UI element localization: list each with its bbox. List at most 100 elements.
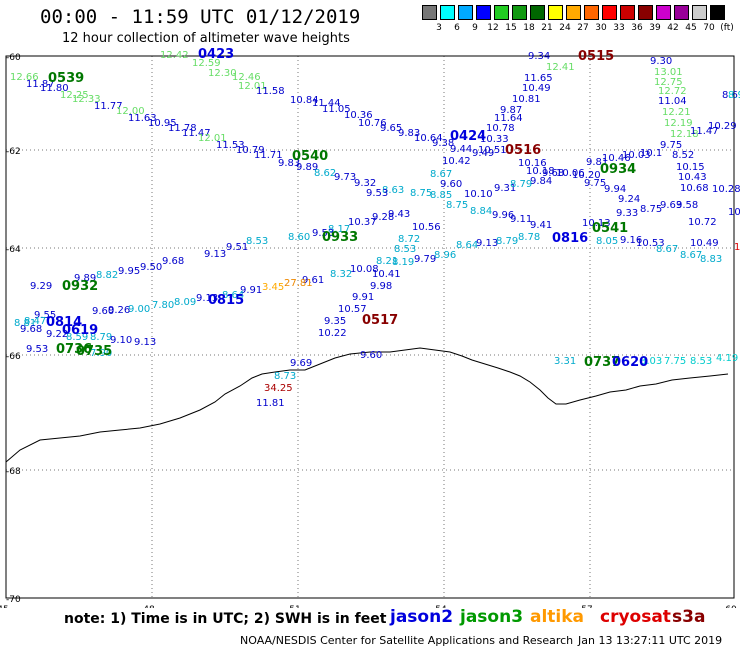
scale-swatch [620, 5, 635, 20]
wave-height-value: 9.13 [204, 249, 226, 260]
satellite-legend-altika: altika [530, 607, 585, 627]
wave-height-value: 8.96 [434, 250, 456, 261]
wave-height-value: 9.50 [140, 262, 162, 273]
scale-swatch [656, 5, 671, 20]
wave-height-value: 8.53 [690, 356, 712, 367]
map-frame [5, 55, 735, 599]
pass-time-label: 0933 [322, 230, 358, 245]
wave-height-value: 9.96 [492, 210, 514, 221]
longitude-label: 45 [0, 605, 9, 608]
pass-time-label: 0934 [600, 162, 636, 177]
latitude-label: -62 [6, 147, 21, 157]
wave-height-value: 9.79 [414, 254, 436, 265]
wave-height-value: 8.72 [398, 234, 420, 245]
scale-swatch [440, 5, 455, 20]
wave-height-value: 8.05 [596, 236, 618, 247]
wave-height-value: 8.64 [222, 290, 244, 301]
wave-height-value: 9.26 [108, 305, 130, 316]
wave-height-value: 8.82 [96, 270, 118, 281]
scale-swatch [512, 5, 527, 20]
pass-time-label: 0541 [592, 221, 628, 236]
wave-height-value: 10.10 [464, 189, 493, 200]
wave-height-value: 10.08 [350, 264, 379, 275]
wave-height-value: 9.11 [510, 214, 532, 225]
wave-height-value: 8.78 [518, 232, 540, 243]
chart-title: 00:00 - 11:59 UTC 01/12/2019 [40, 6, 361, 28]
wave-height-value: 10.78 [486, 123, 515, 134]
wave-height-value: 8.60 [288, 232, 310, 243]
wave-height-value: 10.33 [480, 134, 509, 145]
wave-height-value: 11.78 [168, 123, 197, 134]
wave-height-value: 12.01 [198, 133, 227, 144]
wave-height-value: 11.87 [26, 79, 55, 90]
latitude-label: -68 [6, 467, 21, 477]
wave-height-value: 9.43 [388, 209, 410, 220]
wave-height-value: 9.31 [494, 183, 516, 194]
wave-height-value: 9.30 [650, 56, 672, 67]
wave-height-value: 11.58 [256, 86, 285, 97]
wave-height-value: 11.63 [128, 113, 157, 124]
wave-height-value: 10.03 [622, 150, 651, 161]
wave-height-value: 9.94 [604, 184, 626, 195]
wave-height-value: 9.60 [360, 350, 382, 361]
longitude-label: 48 [143, 605, 155, 608]
wave-height-value: 12.75 [654, 77, 683, 88]
wave-height-value: 12.41 [546, 62, 575, 73]
wave-height-value: 10.81 [512, 94, 541, 105]
wave-height-value: 9.13 [134, 337, 156, 348]
pass-time-label: 0737 [584, 355, 620, 370]
wave-height-value: 10.22 [318, 328, 347, 339]
wave-height-value: 14 [734, 242, 740, 253]
scale-label: 6 [454, 23, 460, 33]
pass-time-label: 0814 [46, 315, 82, 330]
wave-height-value: 9.22 [46, 329, 68, 340]
wave-height-value: 10.37 [348, 217, 377, 228]
scale-swatch [710, 5, 725, 20]
scale-label: 70 [703, 23, 715, 33]
pass-time-label: 0423 [198, 48, 234, 62]
wave-height-value: 8.63 [382, 185, 404, 196]
wave-height-value: 9.13 [476, 238, 498, 249]
generated-timestamp: Jan 13 13:27:11 UTC 2019 [578, 634, 723, 647]
wave-height-value: 12.21 [662, 107, 691, 118]
wave-height-value: 10.49 [690, 238, 719, 249]
scale-label: 24 [559, 23, 571, 33]
wave-height-value: 9.00 [128, 304, 150, 315]
wave-height-value: 9.91 [352, 292, 374, 303]
wave-height-value: 8.59 [66, 332, 88, 343]
wave-height-value: 10.29 [708, 121, 737, 132]
pass-time-label: 0516 [505, 143, 541, 158]
wave-height-value: 8.19 [392, 257, 414, 268]
scale-swatch [674, 5, 689, 20]
wave-height-value: 10.36 [344, 110, 373, 121]
wave-height-value: 9.49 [472, 148, 494, 159]
wave-height-value: 8.52 [672, 150, 694, 161]
wave-height-value: 10.79 [236, 145, 265, 156]
wave-height-value: 10.51 [478, 145, 507, 156]
wave-height-value: 8.93 [728, 90, 740, 101]
wave-height-value: 11.44 [312, 98, 341, 109]
wave-height-value: 8.53 [394, 244, 416, 255]
wave-height-value: 11.81 [256, 398, 285, 409]
wave-height-value: 34.25 [264, 383, 293, 394]
pass-time-label: 0932 [62, 279, 98, 294]
pass-time-label: 0619 [62, 323, 98, 338]
wave-height-value: 12.66 [10, 72, 39, 83]
wave-height-value: 9.53 [312, 228, 334, 239]
wave-height-value: 11.77 [94, 101, 123, 112]
wave-height-value: 10.72 [688, 217, 717, 228]
latitude-label: -66 [6, 352, 21, 362]
wave-height-value: 9.83 [398, 128, 420, 139]
wave-height-value: 9.51 [226, 242, 248, 253]
wave-height-value: 10.28 [712, 184, 740, 195]
wave-height-value: 9.53 [26, 344, 48, 355]
wave-height-value: 4.19 [716, 353, 738, 364]
graticule: -60 -62 -64 -66 -68 -7045 48 51 54 57 60 [0, 53, 737, 608]
wave-height-value: 10.20 [572, 170, 601, 181]
wave-height-value: 9.63 [660, 200, 682, 211]
wave-height-value: 10.95 [148, 118, 177, 129]
wave-height-value: 11.47 [182, 128, 211, 139]
wave-height-value: 9.68 [162, 256, 184, 267]
wave-height-value: 10.46 [602, 153, 631, 164]
scale-label: 30 [595, 23, 607, 33]
